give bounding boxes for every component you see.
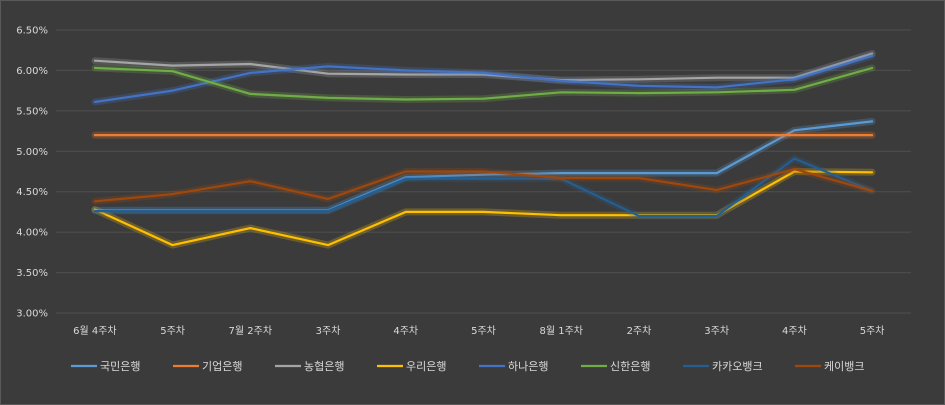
x-tick-label: 3주차 xyxy=(704,325,729,337)
y-tick-label: 5.00% xyxy=(16,147,48,158)
legend-item: 국민은행 xyxy=(71,360,140,373)
series-6 xyxy=(91,64,876,103)
x-tick-label: 5주차 xyxy=(860,325,885,337)
series-5 xyxy=(91,52,876,106)
x-tick-label: 5주차 xyxy=(160,325,185,337)
series-8 xyxy=(91,165,876,205)
y-tick-label: 6.00% xyxy=(16,66,48,77)
legend-item: 하나은행 xyxy=(479,359,548,373)
series-4 xyxy=(91,168,876,249)
y-tick-label: 4.00% xyxy=(16,228,48,239)
x-axis: 6월 4주차 5주차 7월 2주차 3주차 4주차 5주차 8월 1주차 2주차 3주차 4주차 5… xyxy=(73,325,884,337)
x-tick-label: 5주차 xyxy=(471,325,496,337)
x-tick-label: 2주차 xyxy=(627,325,652,337)
y-tick-label: 3.50% xyxy=(16,268,48,279)
legend-item: 신한은행 xyxy=(581,360,650,373)
x-tick-label: 8월 1주차 xyxy=(539,325,583,337)
series-line xyxy=(93,170,874,247)
series-3 xyxy=(91,49,876,84)
legend-label: 기업은행 xyxy=(202,360,242,373)
legend-label: 카카오뱅크 xyxy=(712,360,763,373)
x-tick-label: 6월 4주차 xyxy=(73,325,117,337)
legend-label: 국민은행 xyxy=(100,360,140,373)
legend-item: 케이뱅크 xyxy=(795,360,864,373)
y-tick-label: 3.00% xyxy=(16,309,48,320)
legend-item: 카카오뱅크 xyxy=(683,360,763,373)
legend-item: 농협은행 xyxy=(275,360,344,373)
x-tick-label: 3주차 xyxy=(316,325,341,337)
legend-item: 기업은행 xyxy=(173,360,242,373)
x-tick-label: 7월 2주차 xyxy=(229,325,273,337)
series-lines xyxy=(91,49,876,249)
series-line xyxy=(93,52,874,82)
y-tick-label: 4.50% xyxy=(16,187,48,198)
legend-label: 하나은행 xyxy=(508,359,548,373)
series-line xyxy=(93,54,874,104)
x-tick-label: 4주차 xyxy=(393,325,418,337)
y-axis: 3.00% 3.50% 4.00% 4.50% 5.00% 5.50% 6.00% 6.50% xyxy=(16,26,48,320)
series-line xyxy=(93,157,874,218)
series-7 xyxy=(91,155,876,220)
grid xyxy=(56,29,911,314)
series-line xyxy=(93,168,874,203)
legend-label: 신한은행 xyxy=(610,360,650,373)
legend: 국민은행 기업은행 농협은행 우리은행 하나은행 신한은행 카카오뱅크 케이뱅크 xyxy=(71,359,864,373)
legend-label: 케이뱅크 xyxy=(824,360,864,373)
y-tick-label: 5.50% xyxy=(16,106,48,117)
x-tick-label: 4주차 xyxy=(782,325,807,337)
y-tick-label: 6.50% xyxy=(16,26,48,37)
legend-item: 우리은행 xyxy=(377,360,446,373)
series-line xyxy=(93,66,874,101)
legend-label: 우리은행 xyxy=(406,360,446,373)
legend-label: 농협은행 xyxy=(304,360,344,373)
